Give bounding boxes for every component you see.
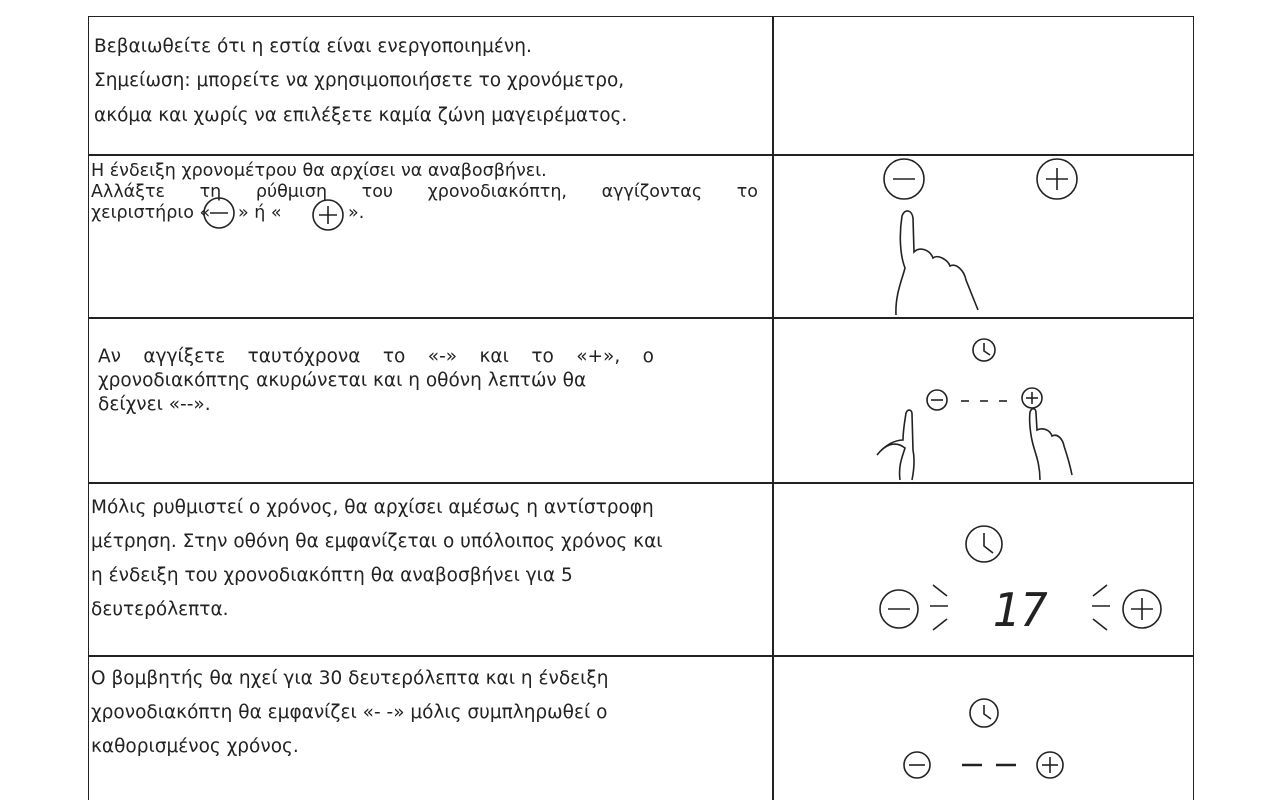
text-line: καθορισμένος χρόνος.: [91, 736, 299, 757]
hand: [876, 409, 915, 481]
text-line: δείχνει «--».: [98, 394, 211, 415]
minus-icon: [903, 751, 931, 779]
hand: [895, 210, 979, 316]
ray: [1092, 618, 1108, 631]
minus-icon: [203, 197, 235, 229]
clock-icon: [972, 338, 996, 362]
plus-icon: [1036, 158, 1078, 200]
plus-icon: [1021, 387, 1043, 409]
cell: [772, 655, 1194, 800]
text-line: μέτρηση. Στην οθόνη θα εμφανίζεται ο υπό…: [91, 531, 663, 552]
clock-icon: [969, 698, 999, 728]
cell: [772, 154, 1194, 319]
clock-icon: [965, 525, 1003, 563]
icon-part: [983, 343, 991, 356]
text-line: » ή «: [238, 203, 282, 223]
cell: [88, 655, 774, 800]
ray: [932, 584, 948, 597]
plus-icon: [1036, 751, 1064, 779]
timer-display: 17: [992, 583, 1048, 637]
text-line: Σημείωση: μπορείτε να χρησιμοποιήσετε το…: [94, 70, 625, 91]
cell: [772, 16, 1194, 156]
cell: [88, 154, 774, 319]
cell: [88, 482, 774, 657]
text-line: Βεβαιωθείτε ότι η εστία είναι ενεργοποιη…: [94, 36, 532, 57]
text-line: Μόλις ρυθμιστεί ο χρόνος, θα αρχίσει αμέ…: [91, 497, 654, 518]
minus-icon: [879, 589, 919, 629]
text-line: Η ένδειξη χρονομέτρου θα αρχίσει να αναβ…: [91, 161, 547, 181]
text-line: χειριστήριο «: [91, 203, 211, 223]
icon-part: [983, 705, 992, 720]
cell: [772, 317, 1194, 484]
hand: [1028, 407, 1073, 481]
text-line: ακόμα και χωρίς να επιλέξετε καμία ζώνη …: [94, 105, 628, 126]
plus-icon: [1122, 589, 1162, 629]
text-line: ».: [348, 203, 365, 223]
cell: [88, 317, 774, 484]
text-line: Ο βομβητής θα ηχεί για 30 δευτερόλεπτα κ…: [91, 668, 609, 689]
text-line: η ένδειξη του χρονοδιακόπτη θα αναβοσβήν…: [91, 565, 573, 586]
text-line: Αν αγγίξετε ταυτόχρονα το «-» και το «+»…: [98, 346, 654, 367]
text-line: χρονοδιακόπτης ακυρώνεται και η οθόνη λε…: [98, 370, 587, 391]
cell: [88, 16, 774, 156]
minus-icon: [883, 158, 925, 200]
icon-part: [983, 533, 994, 554]
text-line: χρονοδιακόπτη θα εμφανίζει «- -» μόλις σ…: [91, 702, 608, 723]
ray: [932, 618, 948, 631]
text-line: δευτερόλεπτα.: [91, 599, 229, 620]
text-line: Αλλάξτε τη ρύθμιση του χρονοδιακόπτη, αγ…: [91, 182, 758, 202]
ray: [1092, 584, 1108, 597]
minus-icon: [926, 389, 948, 411]
cell: [772, 482, 1194, 657]
plus-icon: [312, 199, 344, 231]
